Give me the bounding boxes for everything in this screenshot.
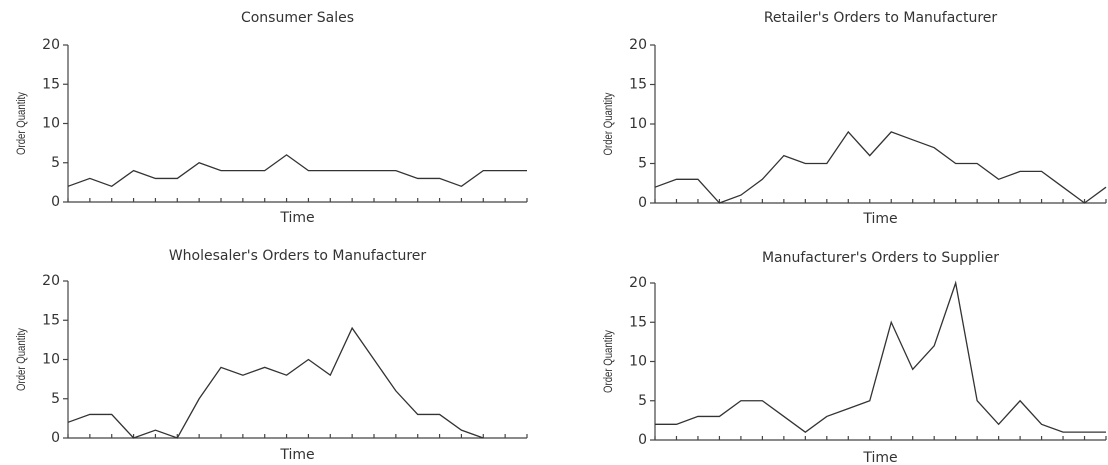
x-axis-label: Time: [279, 210, 314, 226]
y-tick-label: 10: [629, 354, 647, 370]
y-tick-label: 5: [638, 393, 647, 409]
chart-title: Wholesaler's Orders to Manufacturer: [169, 248, 427, 264]
y-axis-label: Order Quantity: [15, 92, 28, 155]
data-line: [67, 154, 527, 188]
y-tick-label: 0: [638, 432, 647, 448]
y-tick-label: 10: [629, 116, 647, 132]
chart-title: Retailer's Orders to Manufacturer: [764, 10, 998, 26]
y-tick-label: 5: [51, 391, 60, 407]
y-tick-label: 15: [629, 77, 647, 93]
y-tick-label: 10: [42, 116, 60, 132]
y-tick-label: 5: [638, 156, 647, 172]
x-axis-label: Time: [279, 447, 314, 463]
y-axis-label: Order Quantity: [602, 330, 615, 393]
y-tick-label: 5: [51, 155, 60, 171]
y-tick-label: 10: [42, 352, 60, 368]
y-tick-label: 20: [629, 37, 647, 53]
y-tick-label: 20: [42, 37, 60, 53]
data-line: [655, 280, 1106, 433]
y-tick-label: 0: [51, 194, 60, 210]
y-tick-label: 15: [42, 76, 60, 92]
chart-title: Consumer Sales: [241, 10, 354, 26]
y-tick-label: 20: [42, 273, 60, 289]
x-axis-label: Time: [862, 450, 897, 465]
y-axis-label: Order Quantity: [15, 328, 28, 391]
y-tick-label: 15: [42, 312, 60, 328]
y-tick-label: 0: [51, 430, 60, 446]
y-axis-label: Order Quantity: [602, 92, 615, 155]
data-line: [67, 326, 484, 439]
y-tick-label: 20: [629, 275, 647, 291]
data-line: [654, 130, 1107, 204]
x-axis-label: Time: [862, 211, 897, 227]
y-tick-label: 15: [629, 314, 647, 330]
chart-title: Manufacturer's Orders to Supplier: [762, 250, 999, 266]
y-tick-label: 0: [638, 195, 647, 211]
